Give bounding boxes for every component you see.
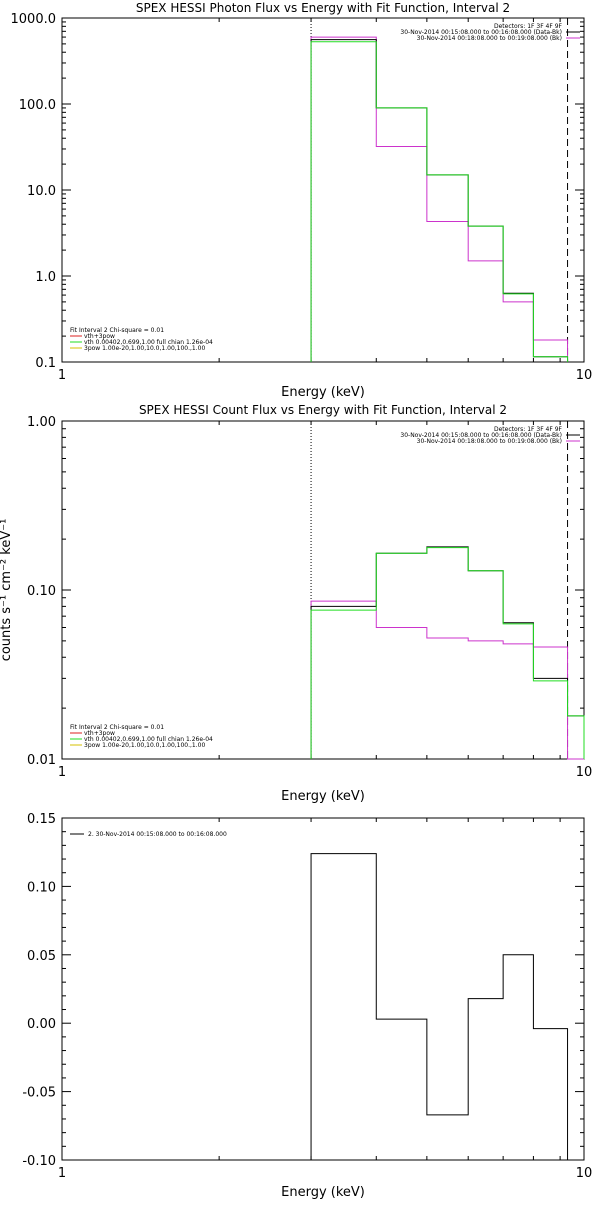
chart-title: SPEX HESSI Photon Flux vs Energy with Fi… bbox=[136, 1, 510, 15]
legend-entry: 30-Nov-2014 00:18:08.000 to 00:19:08.000… bbox=[417, 35, 562, 42]
x-axis-label: Energy (keV) bbox=[281, 789, 365, 804]
x-tick-label: 10 bbox=[576, 1166, 593, 1181]
legend-entry: vth+3pow bbox=[84, 333, 115, 340]
legend-entry: Fit Interval 2 Chi-square = 0.01 bbox=[70, 327, 164, 334]
plot-frame bbox=[61, 817, 585, 1161]
y-tick-label: 0.05 bbox=[27, 949, 56, 964]
chart-panel-1: SPEX HESSI Photon Flux vs Energy with Fi… bbox=[11, 1, 593, 400]
chart-panel-3: Energy (keV) 1 10 -0.10 -0.05 0.00 0.05 0.10 0.1… bbox=[22, 812, 592, 1200]
x-axis-label: Energy (keV) bbox=[281, 385, 365, 400]
chart-panel-2: SPEX HESSI Count Flux vs Energy with Fit… bbox=[0, 403, 592, 804]
legend-entry: 3pow 1.00e-20,1.00,10.0,1.00,100.,1.00 bbox=[84, 345, 205, 352]
y-tick-label: 0.00 bbox=[27, 1017, 56, 1032]
x-tick-label: 1 bbox=[58, 368, 66, 383]
y-tick-label: 0.10 bbox=[27, 584, 56, 599]
legend-entry: 30-Nov-2014 00:18:08.000 to 00:19:08.000… bbox=[417, 438, 562, 445]
series-1-histogram bbox=[310, 853, 569, 1160]
y-axis-label: counts s⁻¹ cm⁻² keV⁻¹ bbox=[0, 519, 14, 662]
x-tick-label: 1 bbox=[58, 1166, 66, 1181]
legend-entry: Detectors: 1F 3F 4F 9F bbox=[494, 426, 563, 433]
series-3-histogram bbox=[310, 41, 569, 362]
y-tick-label: 1000.0 bbox=[11, 12, 57, 27]
legend-entry: 30-Nov-2014 00:15:08.000 to 00:16:08.000… bbox=[400, 432, 562, 439]
legend-entry: 3pow 1.00e-20,1.00,10.0,1.00,100.,1.00 bbox=[84, 742, 205, 749]
x-tick-label: 10 bbox=[576, 765, 593, 780]
x-tick-label: 1 bbox=[58, 765, 66, 780]
x-tick-label: 10 bbox=[576, 368, 593, 383]
legend-entry: vth 0.00402,0.699,1.00 full chian 1.26e-… bbox=[84, 339, 213, 346]
chart-title: SPEX HESSI Count Flux vs Energy with Fit… bbox=[139, 403, 507, 417]
y-tick-label: -0.05 bbox=[22, 1086, 56, 1101]
y-tick-label: 0.10 bbox=[27, 880, 56, 895]
y-tick-label: 1.00 bbox=[27, 415, 56, 430]
legend-entry: vth 0.00402,0.699,1.00 full chian 1.26e-… bbox=[84, 736, 213, 743]
legend-entry: Detectors: 1F 3F 4F 9F bbox=[494, 23, 563, 30]
legend-entry: 2. 30-Nov-2014 00:15:08.000 to 00:16:08.… bbox=[88, 831, 227, 838]
y-tick-label: -0.10 bbox=[22, 1154, 56, 1169]
y-tick-label: 0.15 bbox=[27, 812, 56, 827]
series-3-histogram bbox=[310, 547, 585, 759]
legend-entry: vth+3pow bbox=[84, 730, 115, 737]
y-tick-label: 0.01 bbox=[27, 753, 56, 768]
y-tick-label: 10.0 bbox=[27, 184, 56, 199]
x-axis-label: Energy (keV) bbox=[281, 1185, 365, 1200]
y-tick-label: 1.0 bbox=[35, 270, 56, 285]
y-tick-label: 0.1 bbox=[35, 356, 56, 371]
legend-entry: Fit Interval 2 Chi-square = 0.01 bbox=[70, 724, 164, 731]
y-tick-label: 100.0 bbox=[19, 98, 56, 113]
legend-entry: 30-Nov-2014 00:15:08.000 to 00:16:08.000… bbox=[400, 29, 562, 36]
